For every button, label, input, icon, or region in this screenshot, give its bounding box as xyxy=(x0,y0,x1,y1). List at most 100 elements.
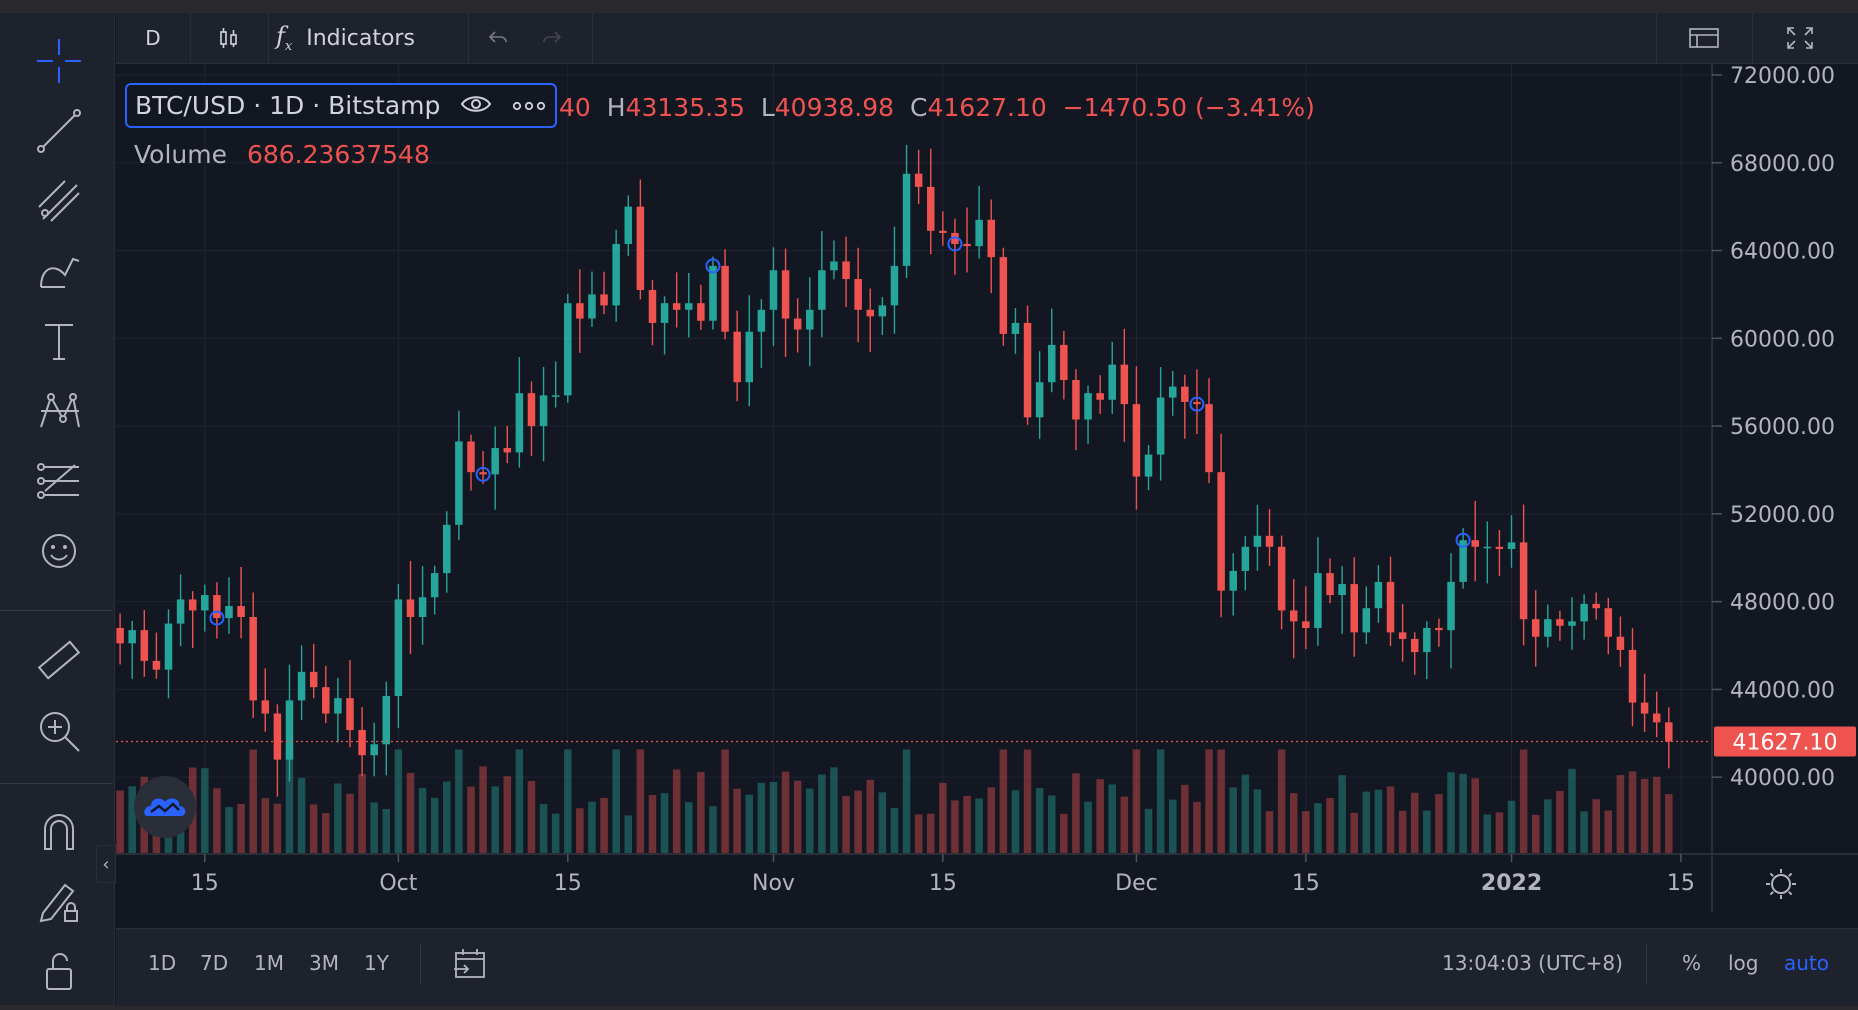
layout-icon xyxy=(1689,28,1719,48)
log-scale-button[interactable]: log xyxy=(1728,951,1759,975)
volume-bar xyxy=(297,777,306,854)
candle-body xyxy=(1253,535,1262,547)
prediction-tool[interactable] xyxy=(27,453,91,509)
interval-button[interactable]: D xyxy=(145,26,161,50)
range-7d-button[interactable]: 7D xyxy=(200,951,229,975)
candle-body xyxy=(1108,364,1116,400)
volume-bar xyxy=(1592,799,1600,854)
candle-body xyxy=(1604,608,1613,637)
volume-bar xyxy=(1447,772,1455,854)
volume-bar xyxy=(1350,812,1358,854)
tradingview-logo[interactable] xyxy=(134,776,196,838)
zoom-in-icon xyxy=(40,712,80,752)
volume-bar xyxy=(1640,778,1649,854)
candle-body xyxy=(757,309,766,332)
chart-type-button[interactable] xyxy=(196,13,262,63)
pattern-tool[interactable] xyxy=(27,383,91,439)
volume-bar xyxy=(1435,794,1443,854)
candle-body xyxy=(1362,608,1371,633)
redo-button[interactable] xyxy=(526,13,578,63)
candle-body xyxy=(249,617,257,701)
magnet-icon xyxy=(44,814,74,850)
zoom-in-tool[interactable] xyxy=(27,703,91,759)
bottom-toolbar: 1D 7D 1M 3M 1Y 13:04:03 (UTC+8) % log au… xyxy=(116,928,1858,1006)
candle-body xyxy=(1181,386,1189,402)
candle-body xyxy=(140,630,149,661)
candle-body xyxy=(818,270,826,310)
candle-body xyxy=(636,206,645,291)
more-options-button[interactable] xyxy=(512,96,546,115)
candle-body xyxy=(443,524,451,574)
volume-bar xyxy=(1277,749,1286,854)
unlock-tool[interactable] xyxy=(27,943,91,999)
axis-settings-button[interactable] xyxy=(1766,869,1796,899)
volume-bar xyxy=(1047,795,1056,854)
candle-body xyxy=(1652,713,1661,723)
fullscreen-button[interactable] xyxy=(1758,13,1842,63)
high-value: 43135.35 xyxy=(625,93,745,122)
volume-bar xyxy=(539,804,548,854)
time-tick-label: Dec xyxy=(1115,871,1158,896)
auto-scale-button[interactable]: auto xyxy=(1784,951,1830,975)
range-1d-button[interactable]: 1D xyxy=(148,951,177,975)
volume-bar xyxy=(1205,749,1213,854)
candle-body xyxy=(1616,636,1625,650)
lock-drawing-tool[interactable] xyxy=(27,873,91,929)
magnet-tool[interactable] xyxy=(27,803,91,859)
volume-bar xyxy=(951,800,959,854)
more-dots-icon xyxy=(513,101,546,111)
candle-body xyxy=(1072,380,1080,420)
trend-line-tool[interactable] xyxy=(27,103,91,159)
volume-bar xyxy=(1568,768,1576,854)
volume-bar xyxy=(1423,810,1431,854)
undo-button[interactable] xyxy=(472,13,524,63)
volume-bar xyxy=(830,767,838,854)
candle-body xyxy=(322,687,330,714)
goto-date-button[interactable] xyxy=(452,947,488,985)
volume-bar xyxy=(1459,773,1467,854)
volume-bar xyxy=(503,776,512,854)
volume-bar xyxy=(902,749,911,854)
calendar-goto-icon xyxy=(454,949,485,978)
crosshair-tool[interactable] xyxy=(27,33,91,89)
volume-bar xyxy=(1023,749,1032,854)
pitchfork-tool[interactable] xyxy=(27,173,91,229)
candle-body xyxy=(297,671,306,701)
volume-bar xyxy=(273,803,282,854)
visibility-toggle[interactable] xyxy=(460,93,492,119)
ruler-tool[interactable] xyxy=(27,633,91,689)
volume-bar xyxy=(987,787,995,854)
percent-scale-button[interactable]: % xyxy=(1682,951,1702,975)
range-1m-button[interactable]: 1M xyxy=(254,951,284,975)
event-marker xyxy=(705,258,721,274)
volume-bar xyxy=(914,814,923,854)
volume-bar xyxy=(1507,800,1516,854)
indicators-button[interactable]: fx Indicators xyxy=(276,13,466,63)
last-price-text: 41627.10 xyxy=(1733,730,1838,755)
emoji-tool[interactable] xyxy=(27,523,91,579)
text-tool[interactable] xyxy=(27,313,91,369)
collapse-toolbar-button[interactable]: ‹ xyxy=(96,845,116,883)
brush-tool[interactable] xyxy=(27,243,91,299)
volume-bar xyxy=(806,788,814,854)
volume-bar xyxy=(1374,789,1383,854)
range-3m-button[interactable]: 3M xyxy=(309,951,339,975)
volume-bar xyxy=(479,766,487,854)
price-chart[interactable]: 72000.00 68000.00 64000.00 60000.00 56000.00… xyxy=(116,64,1858,928)
layout-button[interactable] xyxy=(1662,13,1746,63)
symbol-legend[interactable]: BTC/USD · 1D · Bitstamp xyxy=(125,83,557,128)
event-marker xyxy=(475,466,491,482)
volume-bar xyxy=(757,782,766,854)
candle-body xyxy=(1084,393,1092,420)
volume-bar xyxy=(213,788,221,854)
volume-bar xyxy=(697,771,705,854)
candle-body xyxy=(1035,382,1044,418)
candle-body xyxy=(430,573,439,598)
candle-body xyxy=(1205,404,1213,473)
range-1y-button[interactable]: 1Y xyxy=(364,951,389,975)
candle-body xyxy=(176,599,185,624)
candle-body xyxy=(1556,619,1564,626)
candle-body xyxy=(1132,404,1141,477)
volume-bar xyxy=(1072,773,1080,854)
candle-body xyxy=(285,700,294,760)
